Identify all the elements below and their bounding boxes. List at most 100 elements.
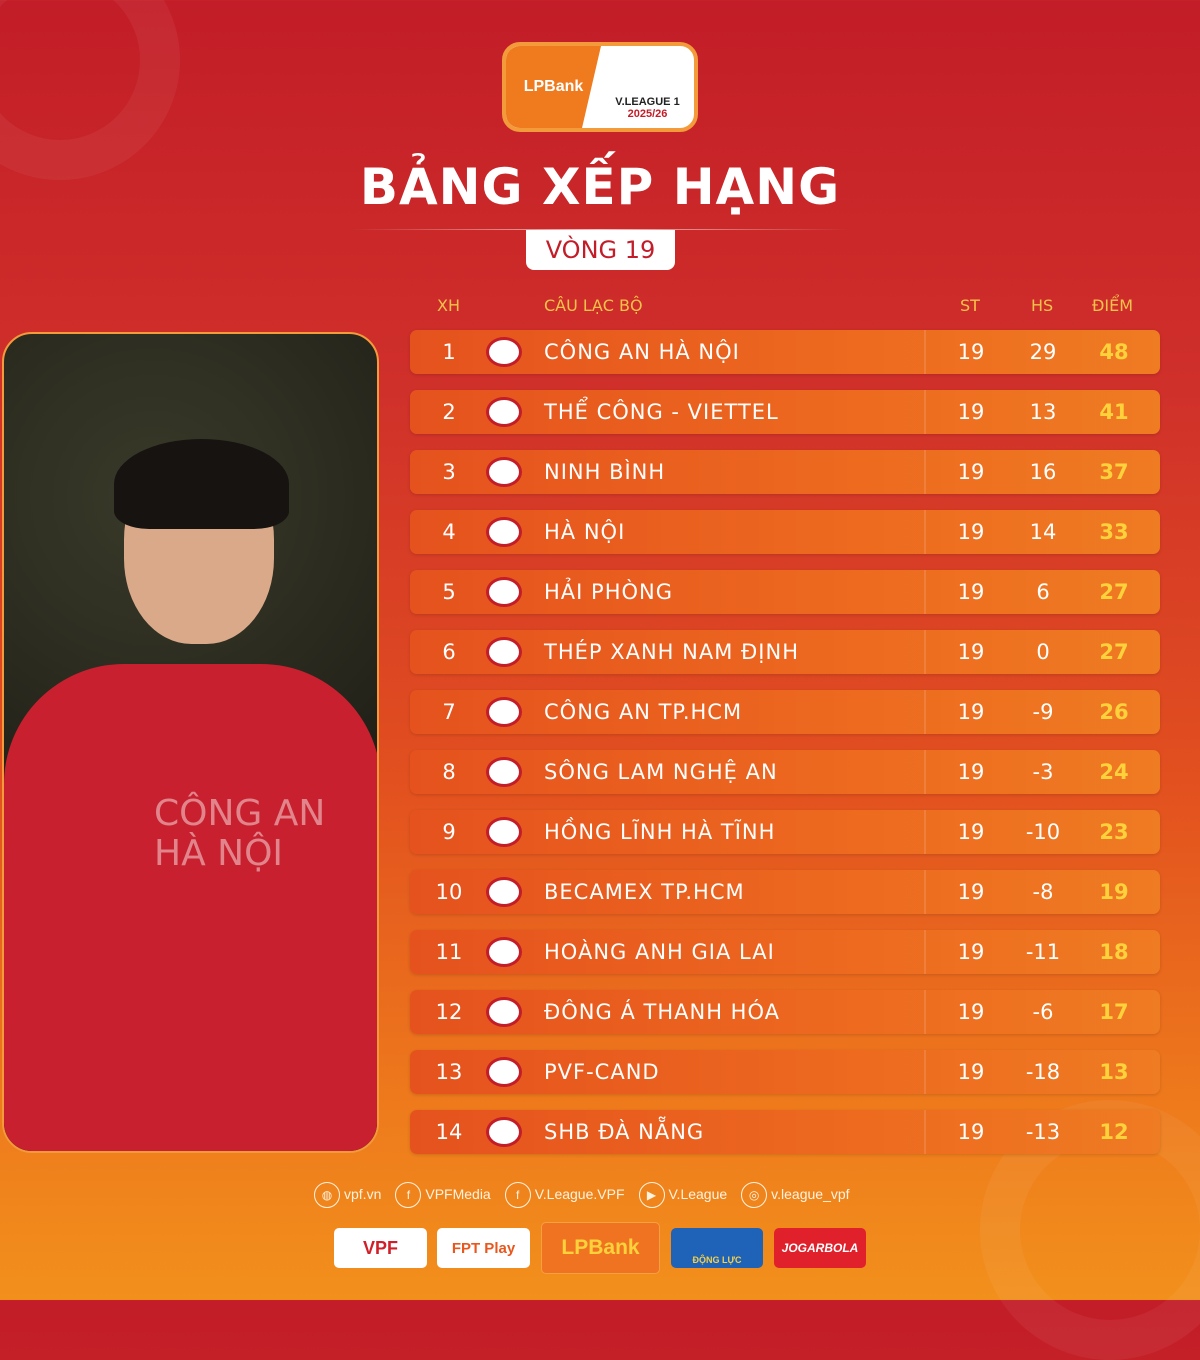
points: 24 (1099, 760, 1129, 784)
points: 33 (1099, 520, 1129, 544)
rank: 10 (435, 880, 463, 904)
social-label: vpf.vn (344, 1186, 382, 1202)
played: 19 (957, 760, 985, 784)
club-name: THỂ CÔNG - VIETTEL (544, 400, 779, 424)
divider (924, 570, 926, 614)
social-links: ◍ vpf.vn f VPFMedia f V.League.VPF ▶ V.League ◎ v… (314, 1182, 850, 1208)
club-logo-icon (486, 337, 522, 367)
rank: 2 (442, 400, 456, 424)
club-logo-icon (486, 937, 522, 967)
social-label: v.league_vpf (771, 1186, 850, 1202)
points: 27 (1099, 580, 1129, 604)
goal-diff: -8 (1032, 880, 1054, 904)
social-link[interactable]: f VPFMedia (395, 1182, 491, 1208)
instagram-icon: ◎ (741, 1182, 768, 1208)
divider (924, 750, 926, 794)
goal-diff: -6 (1032, 1000, 1054, 1024)
club-logo-icon (486, 1117, 522, 1147)
shirt-text: CÔNG AN HÀ NỘI (154, 793, 326, 874)
played: 19 (957, 460, 985, 484)
goal-diff: -9 (1032, 700, 1054, 724)
rank: 6 (442, 640, 456, 664)
rank: 14 (435, 1120, 463, 1144)
points: 48 (1099, 340, 1129, 364)
goal-diff: 14 (1029, 520, 1057, 544)
played: 19 (957, 700, 985, 724)
facebook-icon: f (395, 1182, 422, 1208)
social-link[interactable]: f V.League.VPF (504, 1182, 625, 1208)
logo-sponsor: LPBank (506, 46, 601, 128)
social-link[interactable]: ▶ V.League (638, 1182, 727, 1208)
player-photo: CÔNG AN HÀ NỘI (2, 332, 379, 1153)
points: 17 (1099, 1000, 1129, 1024)
social-link[interactable]: ◎ v.league_vpf (741, 1182, 850, 1208)
played: 19 (957, 880, 985, 904)
logo-league: V.LEAGUE 1 (615, 96, 680, 108)
club-name: THÉP XANH NAM ĐỊNH (544, 640, 799, 664)
played: 19 (957, 340, 985, 364)
club-logo-icon (486, 757, 522, 787)
goal-diff: -18 (1025, 1060, 1061, 1084)
goal-diff: 29 (1029, 340, 1057, 364)
club-logo-icon (486, 517, 522, 547)
divider (924, 810, 926, 854)
sponsor-lpbank: LPBank (541, 1222, 660, 1274)
club-logo-icon (486, 877, 522, 907)
rank: 7 (442, 700, 456, 724)
played: 19 (957, 1060, 985, 1084)
facebook-icon: f (504, 1182, 531, 1208)
rank: 1 (442, 340, 456, 364)
club-name: HẢI PHÒNG (544, 580, 673, 604)
played: 19 (957, 940, 985, 964)
divider (924, 930, 926, 974)
played: 19 (957, 1000, 985, 1024)
col-goal-diff: HS (1031, 296, 1054, 315)
club-logo-icon (486, 997, 522, 1027)
club-name: CÔNG AN TP.HCM (544, 700, 743, 724)
club-logo-icon (486, 637, 522, 667)
table-row: 7 CÔNG AN TP.HCM 19 -9 26 (410, 690, 1160, 734)
youtube-icon: ▶ (638, 1182, 665, 1208)
rank: 12 (435, 1000, 463, 1024)
club-name: HOÀNG ANH GIA LAI (544, 940, 775, 964)
col-rank: XH (437, 296, 460, 315)
table-row: 2 THỂ CÔNG - VIETTEL 19 13 41 (410, 390, 1160, 434)
points: 37 (1099, 460, 1129, 484)
divider (924, 630, 926, 674)
divider (924, 690, 926, 734)
table-row: 11 HOÀNG ANH GIA LAI 19 -11 18 (410, 930, 1160, 974)
sponsor-dong-luc: ĐỘNG LỰC (671, 1228, 763, 1268)
round-badge: VÒNG 19 (526, 230, 675, 270)
club-name: HÀ NỘI (544, 520, 626, 544)
divider (924, 330, 926, 374)
club-name: BECAMEX TP.HCM (544, 880, 745, 904)
divider (924, 510, 926, 554)
table-row: 6 THÉP XANH NAM ĐỊNH 19 0 27 (410, 630, 1160, 674)
social-link[interactable]: ◍ vpf.vn (314, 1182, 381, 1208)
divider (350, 229, 850, 230)
table-row: 5 HẢI PHÒNG 19 6 27 (410, 570, 1160, 614)
goal-diff: 0 (1036, 640, 1050, 664)
col-played: ST (960, 296, 980, 315)
played: 19 (957, 520, 985, 544)
page-title: BẢNG XẾP HẠNG (359, 158, 841, 216)
divider (924, 870, 926, 914)
played: 19 (957, 1120, 985, 1144)
club-name: HỒNG LĨNH HÀ TĨNH (544, 820, 776, 844)
rank: 13 (435, 1060, 463, 1084)
rank: 4 (442, 520, 456, 544)
decor-circle (0, 0, 180, 180)
rank: 3 (442, 460, 456, 484)
points: 23 (1099, 820, 1129, 844)
club-logo-icon (486, 697, 522, 727)
points: 18 (1099, 940, 1129, 964)
points: 27 (1099, 640, 1129, 664)
table-row: 1 CÔNG AN HÀ NỘI 19 29 48 (410, 330, 1160, 374)
club-logo-icon (486, 817, 522, 847)
league-logo: LPBank V.LEAGUE 1 2025/26 (502, 42, 698, 132)
rank: 5 (442, 580, 456, 604)
club-logo-icon (486, 1057, 522, 1087)
club-logo-icon (486, 457, 522, 487)
club-name: SHB ĐÀ NẴNG (544, 1120, 705, 1144)
social-label: VPFMedia (425, 1186, 491, 1202)
